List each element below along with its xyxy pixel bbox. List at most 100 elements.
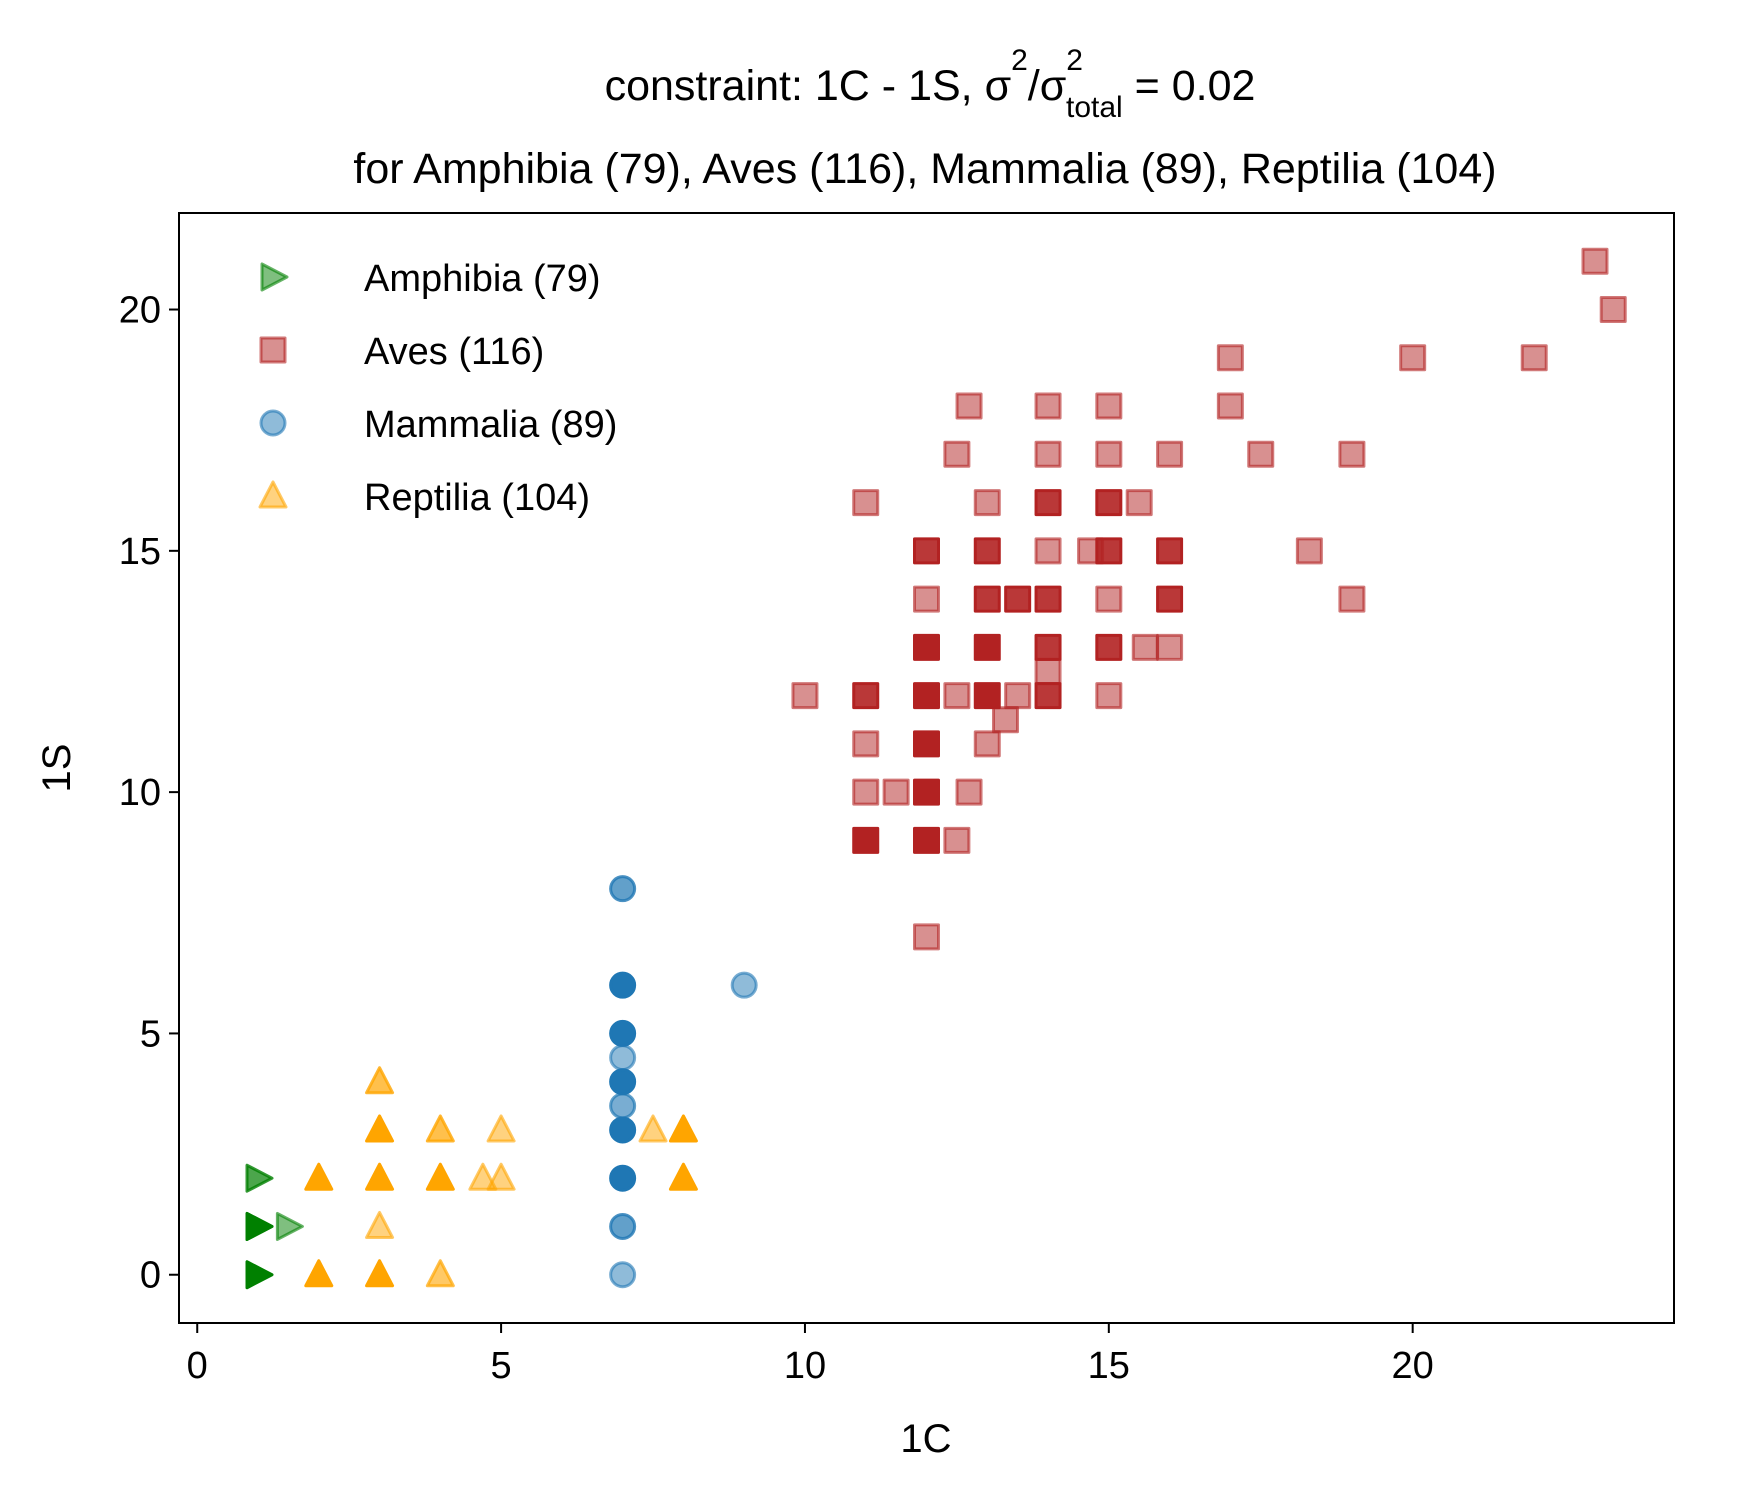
- aves-point: [791, 682, 819, 710]
- reptilia-point: [425, 1114, 455, 1143]
- aves-point: [1125, 489, 1153, 517]
- legend-marker-amphibia: [260, 262, 289, 292]
- aves-point: [1599, 296, 1627, 324]
- legend-label-reptilia: Reptilia (104): [364, 477, 590, 519]
- aves-point: [1004, 682, 1032, 710]
- aves-point: [1295, 537, 1323, 565]
- reptilia-point: [468, 1162, 498, 1191]
- aves-point: [913, 730, 940, 758]
- aves-point: [1034, 682, 1062, 710]
- y-tick-label: 15: [119, 531, 161, 573]
- legend-marker-reptilia: [258, 480, 288, 509]
- reptilia-point: [638, 1114, 668, 1143]
- amphibia-point: [245, 1163, 274, 1193]
- reptilia-point: [365, 1162, 395, 1191]
- title-sub: total: [1066, 91, 1123, 124]
- aves-point: [973, 682, 1001, 710]
- mammalia-point: [609, 1019, 637, 1047]
- legend-marker-aves: [259, 336, 287, 364]
- aves-point: [992, 706, 1020, 734]
- x-axis-label: 1C: [900, 1417, 951, 1461]
- aves-point: [882, 778, 910, 806]
- x-tick-label: 0: [187, 1345, 208, 1387]
- mammalia-point: [730, 971, 758, 999]
- chart-title-line2: for Amphibia (79), Aves (116), Mammalia …: [353, 145, 1496, 193]
- aves-point: [1216, 392, 1244, 420]
- aves-point: [852, 682, 880, 710]
- reptilia-point: [668, 1162, 698, 1191]
- aves-point: [1095, 633, 1123, 661]
- legend-label-aves: Aves (116): [364, 331, 544, 373]
- aves-point: [913, 923, 940, 951]
- aves-point: [1095, 537, 1123, 565]
- y-tick-label: 5: [140, 1013, 161, 1055]
- reptilia-point: [365, 1066, 395, 1095]
- aves-point: [955, 392, 983, 420]
- aves-point: [1034, 537, 1062, 565]
- chart-title-line1: constraint: 1C - 1S, σ2/σ2 total = 0.02: [605, 44, 1256, 124]
- aves-point: [1095, 392, 1123, 420]
- aves-point: [973, 489, 1001, 517]
- x-tick-label: 10: [784, 1345, 826, 1387]
- aves-point: [943, 440, 971, 468]
- aves-point: [1131, 633, 1159, 661]
- aves-point: [1034, 657, 1062, 685]
- title-slash: /σ: [1028, 62, 1067, 110]
- aves-point: [913, 826, 940, 854]
- reptilia-point: [304, 1162, 334, 1191]
- aves-point: [1095, 489, 1123, 517]
- aves-point: [1338, 440, 1366, 468]
- aves-point: [1247, 440, 1275, 468]
- mammalia-point: [609, 1164, 637, 1192]
- mammalia-point: [609, 1212, 637, 1240]
- data-points: [245, 247, 1627, 1290]
- reptilia-point: [365, 1259, 395, 1288]
- legend-marker-mammalia: [259, 409, 287, 437]
- amphibia-point: [245, 1260, 274, 1290]
- reptilia-point: [365, 1114, 395, 1143]
- aves-point: [973, 730, 1001, 758]
- mammalia-point: [609, 1068, 637, 1096]
- aves-point: [913, 537, 940, 565]
- aves-point: [1156, 537, 1184, 565]
- aves-point: [1095, 682, 1123, 710]
- aves-point: [1156, 440, 1184, 468]
- aves-point: [852, 778, 880, 806]
- aves-point: [913, 778, 940, 806]
- x-tick-label: 20: [1392, 1345, 1434, 1387]
- mammalia-point: [609, 1044, 637, 1072]
- aves-point: [1034, 440, 1062, 468]
- mammalia-point: [609, 1116, 637, 1144]
- aves-point: [1095, 440, 1123, 468]
- reptilia-point: [486, 1114, 516, 1143]
- aves-point: [973, 585, 1001, 613]
- y-tick-label: 20: [119, 290, 161, 332]
- reptilia-point: [425, 1259, 455, 1288]
- aves-point: [1034, 585, 1062, 613]
- plot-area: [178, 212, 1675, 1324]
- x-tick-label: 15: [1088, 1345, 1130, 1387]
- aves-point: [1520, 344, 1548, 372]
- title-sup2: 2: [1066, 44, 1083, 77]
- mammalia-point: [609, 971, 637, 999]
- reptilia-point: [486, 1162, 516, 1191]
- amphibia-point: [245, 1211, 274, 1241]
- aves-point: [1156, 585, 1184, 613]
- axes-frame: [178, 212, 1675, 1324]
- reptilia-point: [304, 1259, 334, 1288]
- reptilia-point: [365, 1210, 395, 1239]
- reptilia-point: [425, 1162, 455, 1191]
- aves-point: [973, 633, 1001, 661]
- aves-point: [1156, 633, 1184, 661]
- x-axis-ticks: 0 5 10 15 20: [187, 1323, 1434, 1387]
- legend-label-amphibia: Amphibia (79): [364, 258, 601, 300]
- title-sup1: 2: [1011, 44, 1028, 77]
- aves-point: [913, 633, 940, 661]
- title-value: = 0.02: [1123, 62, 1256, 110]
- mammalia-point: [609, 1092, 637, 1120]
- aves-point: [943, 682, 971, 710]
- aves-point: [913, 682, 940, 710]
- aves-point: [1034, 392, 1062, 420]
- aves-point: [852, 489, 880, 517]
